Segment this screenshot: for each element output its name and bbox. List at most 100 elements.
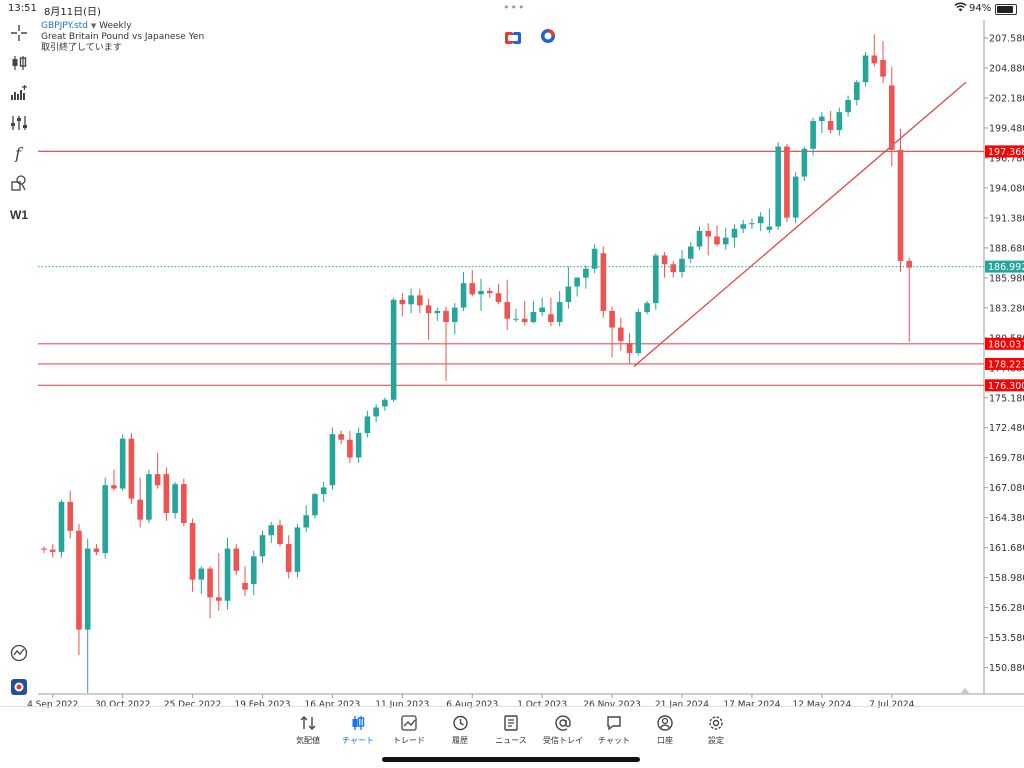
candle-body <box>216 597 222 601</box>
candle-body <box>880 59 886 77</box>
candle-body <box>312 494 318 516</box>
candle-body <box>128 438 135 499</box>
candle-body <box>521 318 528 323</box>
candle-body <box>670 264 677 273</box>
tab-news[interactable]: ニュース <box>485 712 537 750</box>
time-tick-label: 12 May 2024 <box>793 700 852 708</box>
time-tick-label: 1 Oct 2023 <box>517 700 567 708</box>
candle-body <box>364 416 371 434</box>
candle-body <box>469 283 476 295</box>
price-tick-label: 185.980 <box>989 273 1024 284</box>
candle-body <box>347 439 353 458</box>
trade-icon <box>401 715 417 731</box>
candle-body <box>784 146 790 218</box>
tab-chat[interactable]: チャット <box>588 712 640 750</box>
objects-icon[interactable] <box>8 172 30 194</box>
candle-body <box>382 399 388 407</box>
price-tick-label: 207.580 <box>989 33 1024 44</box>
price-tick-label: 188.680 <box>989 243 1024 254</box>
crosshair-icon[interactable] <box>8 22 30 44</box>
left-toolbar: f W1 <box>0 20 36 706</box>
price-chart[interactable]: 207.580 204.880 202.180 199.480 196.780 194.0… <box>0 0 1024 708</box>
candle-body <box>146 474 152 520</box>
level-price-label: 197.368 <box>988 147 1024 158</box>
battery-percent: 94% <box>969 3 992 14</box>
settings-sliders-icon[interactable] <box>8 112 30 134</box>
price-tick-label: 194.080 <box>989 183 1024 194</box>
level-price-label-bg <box>985 145 1024 158</box>
tab-label: 気配値 <box>296 736 320 745</box>
time-tick-label: 21 Jan 2024 <box>655 700 709 708</box>
tab-trade[interactable]: トレード <box>383 712 435 750</box>
status-bar: 13:51 8月11日(日) ••• 94% <box>0 0 1024 18</box>
home-indicator[interactable] <box>382 757 640 762</box>
tab-label: チャート <box>342 736 374 745</box>
candle-body <box>355 433 362 458</box>
candle-body <box>417 295 423 306</box>
tab-mailbox[interactable]: 受信トレイ <box>537 712 589 750</box>
broker-logo-icon[interactable] <box>8 676 30 698</box>
symbol-name[interactable]: GBPJPY.std <box>41 21 88 31</box>
candle-body <box>443 310 449 323</box>
battery-icon <box>995 4 1017 15</box>
candle-body <box>845 99 851 113</box>
candle-body <box>390 299 397 400</box>
signal-status-icon[interactable] <box>540 28 556 43</box>
time-tick-label: 25 Dec 2022 <box>164 700 222 708</box>
candle-body <box>618 327 624 341</box>
candle-body <box>906 260 913 268</box>
one-click-trading-icon[interactable] <box>505 29 521 44</box>
status-time: 13:51 <box>8 3 37 14</box>
price-tick-label: 169.780 <box>989 453 1024 464</box>
svg-text:f: f <box>14 144 24 162</box>
symbol-dropdown-icon[interactable]: ▼ <box>90 22 97 30</box>
candle-body <box>434 310 441 314</box>
candle-body <box>207 568 213 598</box>
tab-chart[interactable]: チャート <box>332 712 384 750</box>
tab-history[interactable]: 履歴 <box>434 712 486 750</box>
candle-body <box>76 530 82 630</box>
timeframe-button[interactable]: W1 <box>10 208 28 222</box>
tab-account[interactable]: 口座 <box>639 712 691 750</box>
tab-settings[interactable]: 設定 <box>690 712 742 750</box>
price-tick-label: 175.180 <box>989 393 1024 404</box>
chart-type-icon[interactable] <box>8 52 30 74</box>
indicators-icon[interactable] <box>8 82 30 104</box>
candle-body <box>425 305 432 314</box>
time-tick-label: 4 Sep 2022 <box>27 700 78 708</box>
candle-body <box>163 474 170 514</box>
candle-body <box>740 224 746 229</box>
candle-body <box>539 307 545 313</box>
price-tick-label: 156.280 <box>989 603 1024 614</box>
level-price-label-bg <box>985 337 1024 350</box>
candle-body <box>792 176 799 218</box>
current-price-label: 186.992 <box>988 262 1024 273</box>
candle-body <box>181 484 187 524</box>
candle-body <box>731 228 738 238</box>
candle-body <box>775 146 781 227</box>
trading-signals-icon[interactable] <box>8 642 30 664</box>
time-tick-label: 26 Nov 2023 <box>583 700 641 708</box>
candle-body <box>198 568 205 580</box>
tab-label: ニュース <box>495 736 527 745</box>
status-date: 8月11日(日) <box>44 7 101 18</box>
candle-body <box>338 434 344 440</box>
settings-icon <box>709 716 723 730</box>
candle-body <box>329 434 336 486</box>
price-tick-label: 196.780 <box>989 153 1024 164</box>
candle-body <box>303 515 309 528</box>
level-price-label: 176.300 <box>988 381 1024 392</box>
mailbox-icon <box>555 715 571 731</box>
price-tick-label: 199.480 <box>989 123 1024 134</box>
candle-body <box>102 485 108 553</box>
multitask-dots[interactable]: ••• <box>503 1 526 14</box>
tab-label: トレード <box>393 736 425 745</box>
candle-body <box>41 548 47 550</box>
time-tick-label: 17 Mar 2024 <box>723 700 780 708</box>
candle-body <box>583 268 589 278</box>
function-icon[interactable]: f <box>8 142 30 164</box>
candle-body <box>259 535 266 557</box>
price-tick-label: 183.280 <box>989 303 1024 314</box>
tab-quotes[interactable]: 気配値 <box>282 712 334 750</box>
price-tick-label: 202.180 <box>989 93 1024 104</box>
